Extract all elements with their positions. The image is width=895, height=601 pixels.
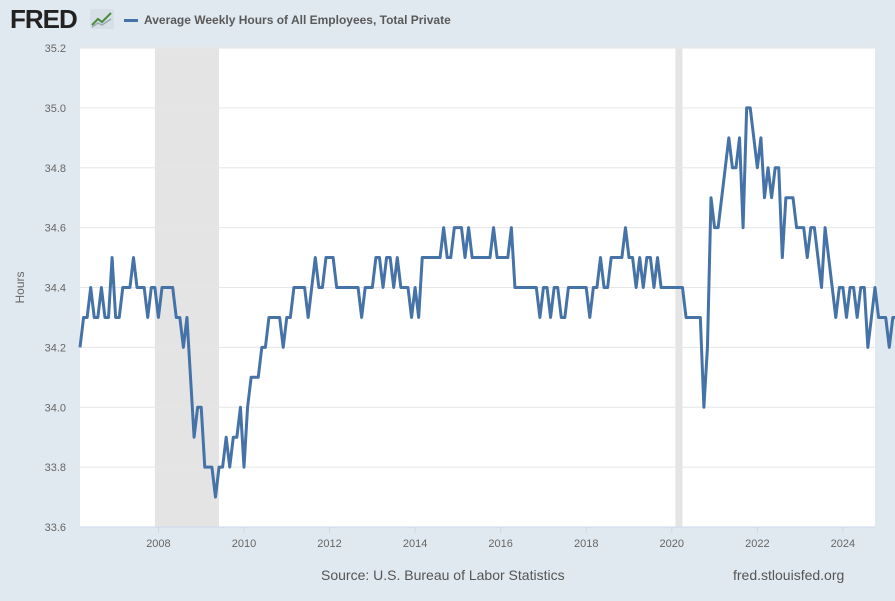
source-note: Source: U.S. Bureau of Labor Statistics [321,567,565,583]
y-tick-label: 35.0 [45,103,66,115]
x-tick-label: 2020 [660,538,684,550]
header: FRED Average Weekly Hours of All Employe… [0,0,895,40]
y-tick-label: 35.2 [45,43,66,55]
y-tick-label: 33.8 [45,462,66,474]
x-tick-label: 2012 [317,538,341,550]
y-tick-label: 34.4 [45,283,66,295]
chart-legend: Average Weekly Hours of All Employees, T… [124,11,451,29]
x-tick-label: 2024 [831,538,855,550]
series-line [78,106,895,499]
legend-label[interactable]: Average Weekly Hours of All Employees, T… [144,13,451,27]
x-tick-label: 2008 [146,538,170,550]
y-tick-label: 34.0 [45,402,66,414]
y-tick-label: 34.2 [45,342,66,354]
y-tick-label: 34.8 [45,163,66,175]
legend-swatch [124,18,138,22]
y-tick-label: 33.6 [45,522,66,534]
y-axis-label: Hours [13,271,27,303]
fred-logo[interactable]: FRED [10,4,78,34]
x-tick-label: 2022 [745,538,769,550]
trend-line-icon [90,9,114,29]
x-tick-label: 2010 [232,538,256,550]
x-tick-label: 2018 [574,538,598,550]
y-tick-label: 34.6 [45,223,66,235]
x-tick-label: 2016 [488,538,512,550]
fred-url-link[interactable]: fred.stlouisfed.org [733,567,845,583]
line-chart[interactable]: 33.6 33.8 34.0 34.2 34.4 34.6 34.8 35.0 35.2 2008… [0,0,895,560]
x-tick-label: 2014 [403,538,427,550]
